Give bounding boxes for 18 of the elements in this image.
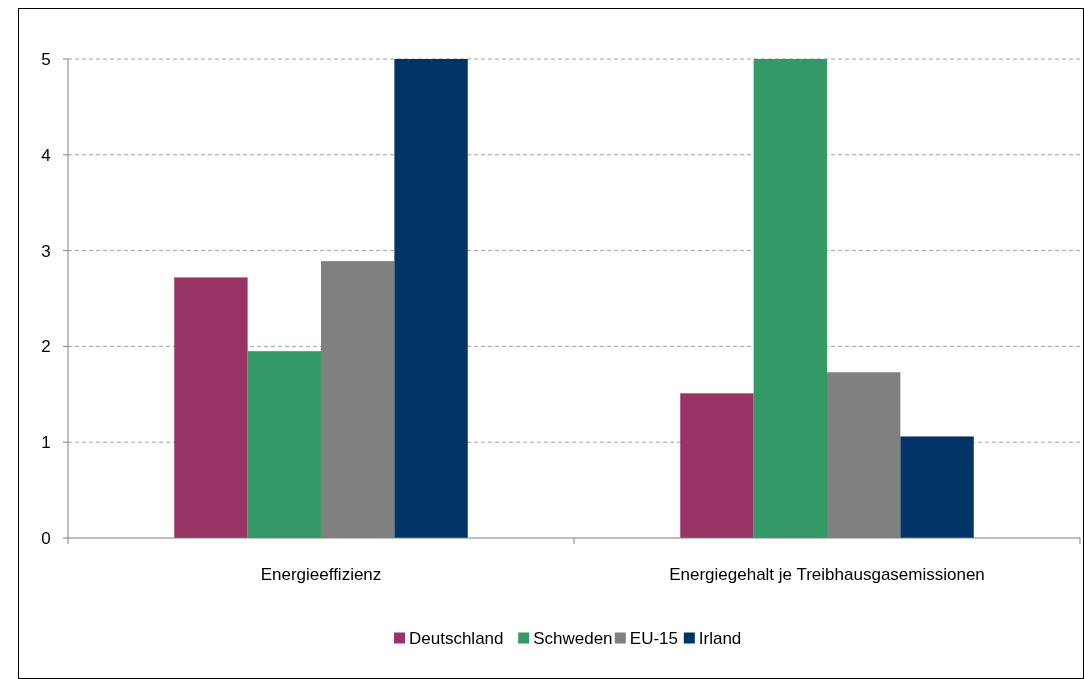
bar bbox=[680, 393, 754, 538]
legend-label: Irland bbox=[698, 628, 742, 648]
x-tick-label: Energiegehalt je Treibhausgasemissionen bbox=[669, 565, 985, 584]
x-tick-label: Energieeffizienz bbox=[260, 565, 382, 584]
y-tick-label: 2 bbox=[41, 337, 51, 357]
y-tick-label: 5 bbox=[41, 49, 51, 69]
bar bbox=[900, 436, 974, 538]
y-tick-label: 0 bbox=[41, 528, 51, 548]
y-tick-label: 4 bbox=[41, 145, 51, 165]
y-tick-label: 1 bbox=[41, 433, 51, 453]
bar bbox=[174, 277, 248, 538]
legend-label: EU-15 bbox=[629, 628, 678, 648]
legend-label: Schweden bbox=[533, 628, 613, 648]
legend-label: Deutschland bbox=[409, 628, 504, 648]
bar bbox=[247, 351, 321, 538]
bar bbox=[394, 59, 468, 538]
y-tick-label: 3 bbox=[41, 241, 51, 261]
bar bbox=[753, 59, 827, 538]
